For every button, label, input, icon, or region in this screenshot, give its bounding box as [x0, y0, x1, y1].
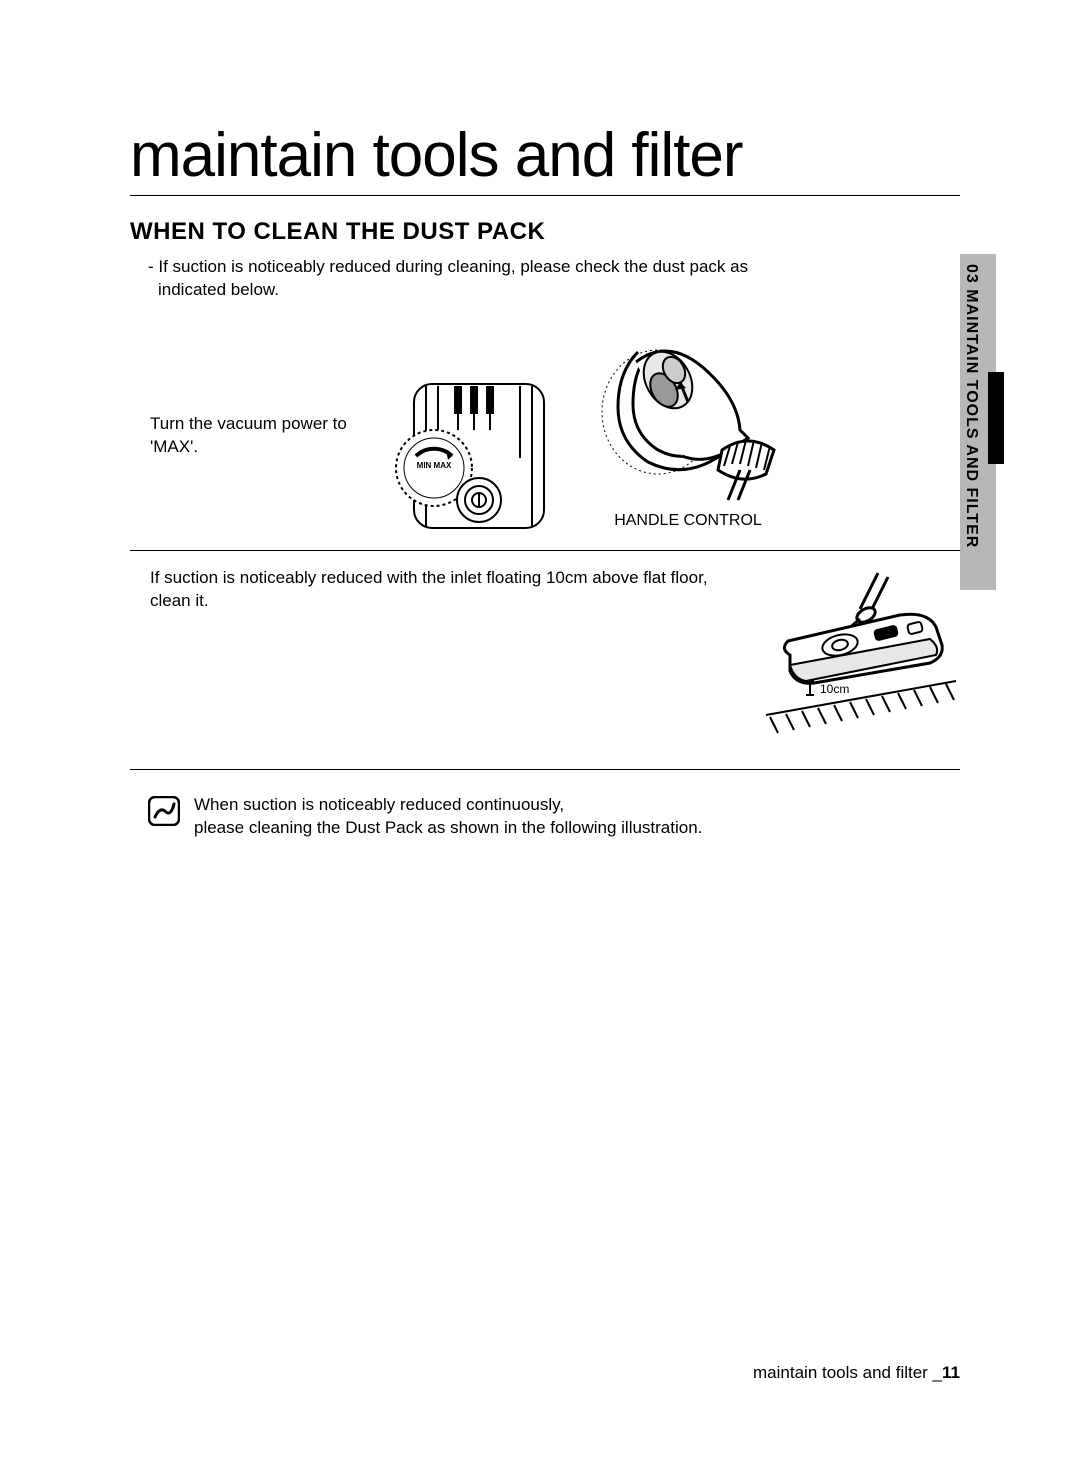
- floor-distance-label: 10cm: [820, 682, 849, 696]
- page-title: maintain tools and filter: [130, 120, 960, 196]
- note-row: When suction is noticeably reduced conti…: [130, 794, 960, 840]
- side-tab-black: [988, 372, 1004, 464]
- manual-page: maintain tools and filter WHEN TO CLEAN …: [0, 0, 1080, 1479]
- note-text: When suction is noticeably reduced conti…: [194, 794, 702, 840]
- floor-nozzle-figure: 10cm: [760, 567, 960, 737]
- dial-min-max-label: MIN MAX: [417, 461, 452, 470]
- figures-row: MIN MAX: [394, 342, 788, 530]
- page-footer: maintain tools and filter _11: [753, 1363, 960, 1383]
- step-2-text: If suction is noticeably reduced with th…: [130, 567, 736, 613]
- step-1-text: Turn the vacuum power to 'MAX'.: [130, 413, 370, 459]
- footer-page-number: 11: [942, 1363, 960, 1382]
- intro-text: - If suction is noticeably reduced durin…: [130, 256, 770, 302]
- handle-control-illustration: [588, 342, 788, 502]
- dial-figure: MIN MAX: [394, 380, 564, 530]
- handle-figure: HANDLE CONTROL: [588, 342, 788, 530]
- handle-control-label: HANDLE CONTROL: [614, 512, 762, 530]
- vacuum-dial-illustration: MIN MAX: [394, 380, 564, 530]
- side-tab-text: 03 MAINTAIN TOOLS AND FILTER: [962, 264, 980, 548]
- footer-text: maintain tools and filter _: [753, 1363, 942, 1382]
- floor-nozzle-illustration: 10cm: [760, 567, 960, 737]
- note-icon: [148, 796, 180, 826]
- step-1-row: Turn the vacuum power to 'MAX'.: [130, 342, 960, 551]
- note-line-2: please cleaning the Dust Pack as shown i…: [194, 818, 702, 837]
- section-heading: WHEN TO CLEAN THE DUST PACK: [130, 218, 960, 246]
- side-section-tab: 03 MAINTAIN TOOLS AND FILTER: [960, 254, 996, 590]
- step-2-row: If suction is noticeably reduced with th…: [130, 567, 960, 770]
- note-line-1: When suction is noticeably reduced conti…: [194, 795, 564, 814]
